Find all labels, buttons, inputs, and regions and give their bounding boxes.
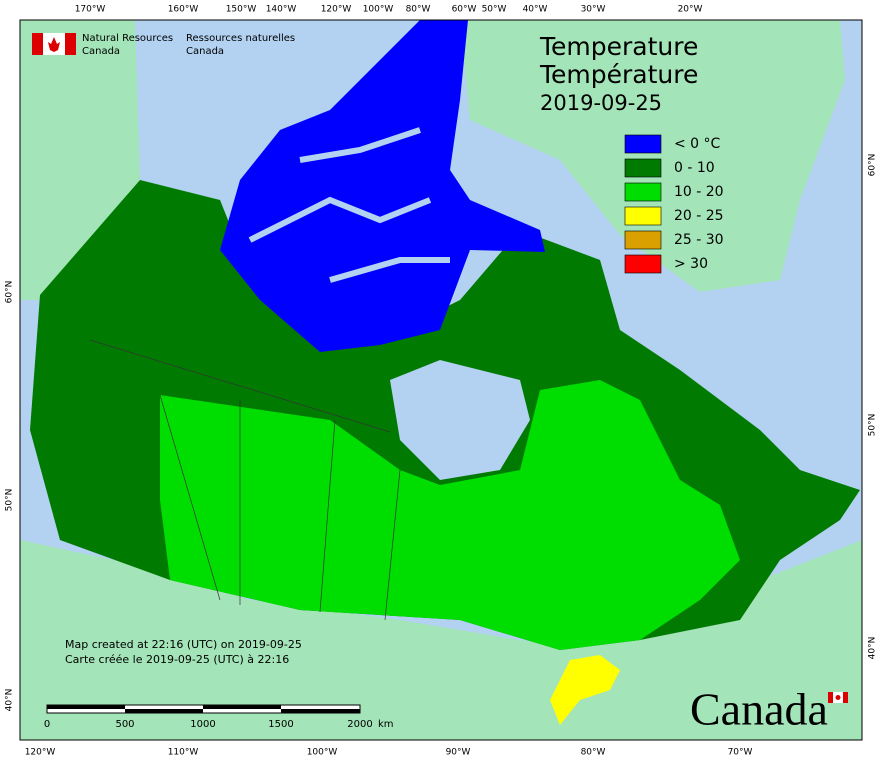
agency-fr: Canada — [186, 46, 224, 57]
scale-label: 0 — [44, 719, 50, 730]
graticule-label: 160°W — [168, 5, 199, 15]
province-borders — [89, 339, 401, 621]
graticule-label: 60°N — [868, 154, 878, 177]
graticule-label: 20°W — [678, 5, 703, 15]
nrcan-flag-leaf — [48, 37, 60, 52]
legend-swatch — [624, 182, 662, 202]
scale-bar-segment — [125, 709, 203, 713]
frame — [19, 19, 863, 741]
scale-unit: km — [378, 719, 394, 730]
scale-bar-segment — [47, 705, 125, 709]
united-states — [20, 540, 862, 740]
legend-swatch — [624, 158, 662, 178]
graticule-label: 80°W — [406, 5, 431, 15]
wordmark-flag-leaf — [835, 695, 841, 700]
agency-en: Natural Resources — [82, 33, 173, 44]
scale-label: 1000 — [190, 719, 215, 730]
scale-bar-segment — [281, 709, 360, 713]
legend-swatch — [624, 230, 662, 250]
zone-below-0 — [220, 20, 545, 352]
graticule-label: 120°W — [25, 748, 56, 758]
graticule-label: 170°W — [75, 5, 106, 15]
graticule-label: 80°W — [581, 748, 606, 758]
scale-bar-segment — [203, 705, 281, 709]
wordmark-flag-bar — [843, 692, 848, 703]
wordmark-flag-bar — [828, 692, 833, 703]
graticule-label: 40°N — [5, 689, 15, 712]
legend-label: < 0 °C — [674, 136, 721, 152]
graticule-label: 140°W — [266, 5, 297, 15]
legend-swatch — [624, 254, 662, 274]
scale-label: 500 — [115, 719, 134, 730]
title: Temperature — [539, 32, 698, 61]
graticule-label: 150°W — [226, 5, 257, 15]
legend-label: 20 - 25 — [674, 208, 724, 224]
zone-20-25 — [550, 655, 620, 725]
graticule-label: 70°W — [728, 748, 753, 758]
graticule-label: 110°W — [168, 748, 199, 758]
nrcan-flag-bar — [32, 33, 43, 55]
agency-en: Canada — [82, 46, 120, 57]
legend-label: 0 - 10 — [674, 160, 715, 176]
scale-label: 2000 — [347, 719, 372, 730]
graticule-label: 100°W — [363, 5, 394, 15]
graticule-label: 90°W — [446, 748, 471, 758]
graticule-label: 50°N — [868, 414, 878, 437]
greenland — [460, 20, 845, 292]
graticule-label: 120°W — [321, 5, 352, 15]
legend-label: 25 - 30 — [674, 232, 724, 248]
arctic-channels — [248, 127, 450, 283]
hudson-bay — [390, 360, 530, 480]
graticule-label: 50°W — [482, 5, 507, 15]
legend-label: 10 - 20 — [674, 184, 724, 200]
zone-10-20 — [160, 380, 740, 650]
graticule-label: 40°W — [523, 5, 548, 15]
graticule-label: 60°W — [452, 5, 477, 15]
graticule-label: 50°N — [5, 489, 15, 512]
graticule-label: 30°W — [581, 5, 606, 15]
credit: Map created at 22:16 (UTC) on 2019-09-25 — [65, 638, 302, 651]
legend-swatch — [624, 134, 662, 154]
agency-fr: Ressources naturelles — [186, 33, 295, 44]
graticule-label: 40°N — [868, 637, 878, 660]
alaska — [20, 20, 140, 300]
graticule-label: 60°N — [5, 281, 15, 304]
legend-swatch — [624, 206, 662, 226]
credit: Carte créée le 2019-09-25 (UTC) à 22:16 — [65, 653, 289, 666]
graticule-label: 100°W — [307, 748, 338, 758]
title: Température — [539, 60, 698, 89]
title: 2019-09-25 — [540, 91, 662, 115]
wordmark: Canada — [690, 684, 828, 735]
legend-label: > 30 — [674, 256, 708, 272]
nrcan-flag-bar — [65, 33, 76, 55]
scale-label: 1500 — [268, 719, 293, 730]
